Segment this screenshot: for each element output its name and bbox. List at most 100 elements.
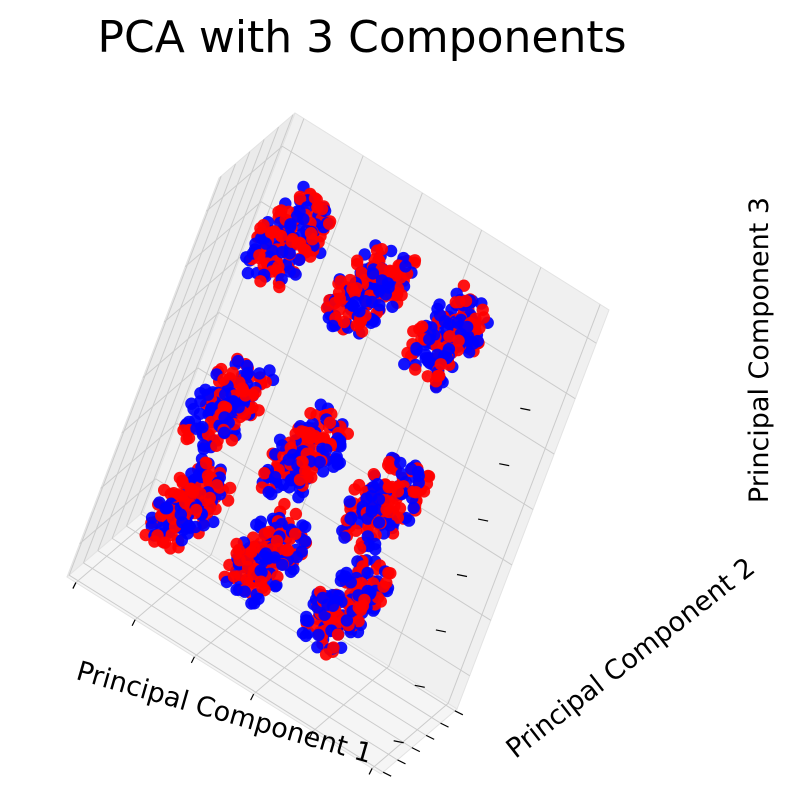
data-point bbox=[263, 364, 276, 377]
data-point bbox=[350, 319, 363, 332]
data-point bbox=[226, 366, 239, 379]
data-point bbox=[365, 505, 378, 518]
data-point bbox=[399, 260, 412, 273]
y-tick bbox=[382, 771, 392, 777]
z-tick bbox=[414, 684, 425, 688]
grid-line-y-floor bbox=[126, 525, 441, 724]
tick-marks bbox=[72, 407, 531, 777]
data-point bbox=[268, 551, 281, 564]
data-point bbox=[352, 601, 365, 614]
data-point bbox=[259, 237, 273, 250]
data-point bbox=[382, 459, 395, 472]
z-tick bbox=[520, 407, 531, 411]
data-point bbox=[273, 280, 286, 294]
grid-line-x-floor bbox=[75, 517, 153, 583]
data-point bbox=[410, 342, 423, 355]
data-point bbox=[452, 334, 465, 347]
data-point bbox=[207, 515, 220, 529]
data-point bbox=[302, 614, 315, 628]
data-point bbox=[361, 566, 374, 580]
data-point bbox=[372, 493, 386, 506]
data-point bbox=[259, 376, 272, 389]
data-point bbox=[268, 471, 282, 484]
data-point bbox=[196, 420, 209, 434]
x-tick bbox=[250, 693, 255, 701]
data-point bbox=[190, 503, 203, 517]
data-point bbox=[182, 519, 196, 533]
data-point bbox=[203, 491, 216, 505]
data-point bbox=[158, 536, 172, 549]
data-point bbox=[258, 527, 271, 541]
data-point bbox=[384, 244, 398, 258]
grid-line-z-back bbox=[176, 422, 492, 621]
grid-line-z-side bbox=[79, 478, 156, 545]
data-point bbox=[285, 235, 298, 248]
data-point bbox=[241, 366, 255, 380]
data-point bbox=[343, 495, 356, 508]
grid-line-y-floor bbox=[97, 550, 413, 749]
data-point bbox=[413, 322, 426, 336]
data-point bbox=[217, 373, 230, 386]
x-tick bbox=[131, 619, 136, 627]
data-point bbox=[293, 253, 306, 267]
data-point bbox=[225, 434, 239, 447]
data-point bbox=[367, 468, 380, 481]
data-point bbox=[241, 553, 254, 566]
data-point bbox=[284, 565, 298, 578]
data-point bbox=[258, 549, 271, 563]
data-point bbox=[326, 599, 340, 612]
data-point bbox=[380, 576, 393, 589]
data-point bbox=[293, 192, 307, 206]
grid-line-z-side bbox=[142, 312, 220, 378]
data-point bbox=[352, 614, 365, 628]
data-point bbox=[337, 315, 351, 329]
data-point bbox=[331, 628, 345, 641]
data-point bbox=[223, 481, 237, 495]
data-point bbox=[380, 503, 393, 516]
data-point bbox=[232, 401, 245, 414]
data-point bbox=[333, 303, 346, 316]
data-point bbox=[276, 558, 289, 571]
data-point bbox=[407, 501, 420, 515]
y-tick bbox=[397, 759, 406, 765]
data-point bbox=[254, 564, 267, 577]
data-point bbox=[289, 527, 302, 541]
data-point bbox=[218, 411, 231, 424]
data-point bbox=[182, 431, 196, 445]
data-point bbox=[269, 580, 282, 593]
data-point bbox=[317, 431, 330, 444]
data-point bbox=[271, 570, 284, 583]
grid-line-z-side bbox=[121, 367, 199, 434]
data-point bbox=[393, 502, 407, 515]
data-point bbox=[338, 531, 351, 544]
data-point bbox=[283, 247, 296, 260]
data-point bbox=[433, 298, 446, 311]
data-point bbox=[312, 628, 325, 642]
data-point bbox=[313, 455, 326, 469]
data-point bbox=[205, 402, 218, 416]
data-point bbox=[299, 520, 312, 534]
data-point bbox=[412, 476, 425, 489]
data-point bbox=[289, 427, 302, 440]
data-point bbox=[160, 501, 174, 515]
data-point bbox=[431, 348, 444, 361]
grid-line-y-floor bbox=[140, 513, 456, 712]
data-point bbox=[299, 535, 312, 548]
data-point bbox=[332, 286, 346, 299]
data-point bbox=[348, 483, 361, 496]
data-point bbox=[304, 227, 318, 240]
data-point bbox=[359, 295, 372, 308]
data-point bbox=[296, 455, 309, 469]
data-point bbox=[219, 388, 232, 401]
data-point bbox=[299, 629, 312, 643]
data-point bbox=[395, 467, 408, 481]
grid-line-y-floor bbox=[68, 574, 384, 773]
data-point bbox=[282, 453, 296, 466]
grid-line-z-back bbox=[239, 256, 555, 455]
data-point bbox=[193, 407, 207, 420]
data-point bbox=[148, 535, 161, 548]
data-point bbox=[434, 358, 447, 371]
data-point bbox=[272, 205, 285, 219]
data-point bbox=[349, 524, 363, 537]
data-point bbox=[409, 486, 423, 499]
